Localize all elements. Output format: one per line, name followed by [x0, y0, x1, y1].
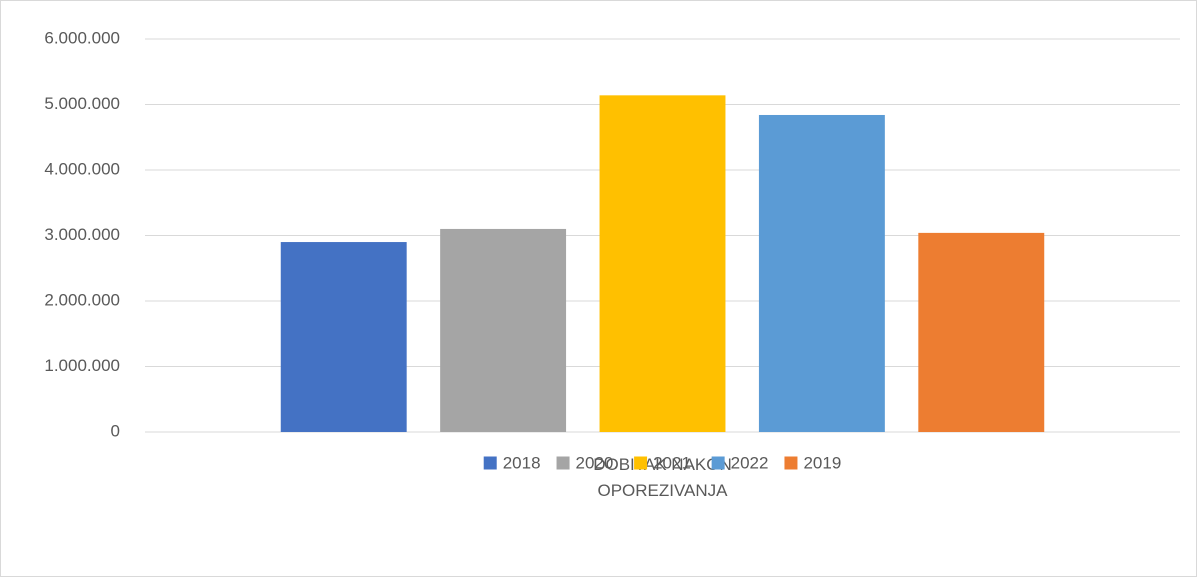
legend-label: 2018	[503, 453, 541, 472]
legend-label: 2019	[803, 453, 841, 472]
legend-label: 2020.	[576, 453, 619, 472]
y-tick-label: 1.000.000	[44, 356, 120, 375]
y-tick-label: 6.000.000	[44, 28, 120, 47]
bar	[440, 228, 567, 432]
y-tick-label: 2.000.000	[44, 290, 120, 309]
legend-label: 2022	[731, 453, 769, 472]
legend-swatch	[483, 456, 497, 470]
legend-item: 2020.	[556, 453, 619, 472]
x-label-box: DOBITAK NAKON OPOREZIVANJA	[593, 455, 732, 500]
legend-item: 2019	[784, 453, 841, 472]
bar	[599, 95, 726, 432]
legend-item: 2022	[711, 453, 769, 472]
y-tick-label: 3.000.000	[44, 225, 120, 244]
legend-item: 2018	[483, 453, 541, 472]
legend-swatch	[634, 456, 648, 470]
x-tick-label: DOBITAK NAKON OPOREZIVANJA	[593, 455, 732, 500]
legend-swatch	[784, 456, 798, 470]
legend-swatch	[556, 456, 570, 470]
y-tick-label: 0	[111, 421, 120, 440]
bar	[918, 232, 1045, 432]
legend-label: 2021.	[653, 453, 696, 472]
y-tick-label: 5.000.000	[44, 94, 120, 113]
y-tick-label: 4.000.000	[44, 159, 120, 178]
bar	[758, 114, 885, 432]
legend-swatch	[711, 456, 725, 470]
bar	[280, 242, 407, 432]
legend-item: 2021.	[634, 453, 696, 472]
